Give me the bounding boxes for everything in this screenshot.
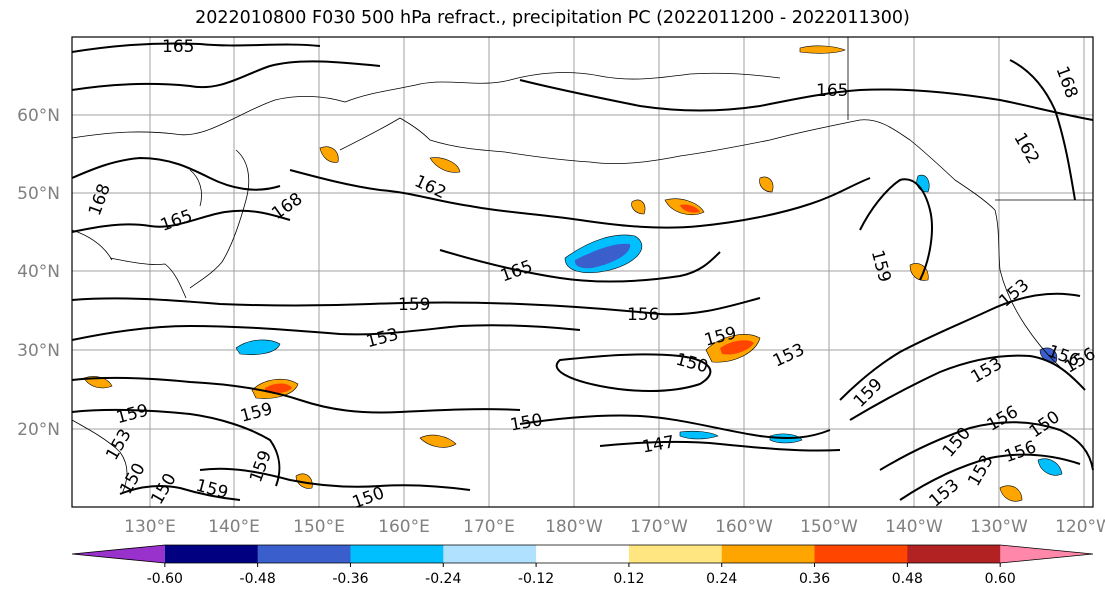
precip-region (799, 45, 846, 54)
colorbar-tick-label: 0.48 (892, 571, 923, 587)
lon-label: 160°W (715, 517, 773, 537)
coastlines (71, 37, 1093, 495)
lon-label: 180°W (545, 517, 603, 537)
lon-label: 140°W (885, 517, 943, 537)
precip-region (265, 383, 292, 394)
lon-label: 170°E (463, 517, 515, 537)
lat-axis: 60°N 50°N 40°N 30°N 20°N (17, 106, 60, 440)
colorbar-segment (164, 545, 259, 563)
colorbar-segment (814, 545, 908, 563)
lon-label: 120°W (1055, 517, 1105, 537)
precip-region (1037, 458, 1063, 476)
lat-label: 40°N (17, 262, 60, 282)
lon-label: 160°E (378, 517, 430, 537)
lat-label: 50°N (17, 184, 60, 204)
page-title: 2022010800 F030 500 hPa refract., precip… (195, 8, 910, 28)
precip-region (429, 157, 461, 173)
precip-region (759, 176, 774, 193)
colorbar-segment (721, 545, 816, 563)
colorbar-tick-label: -0.36 (332, 571, 368, 587)
colorbar-segment (1000, 545, 1093, 563)
colorbar-segment (350, 545, 444, 563)
colorbar-tick-label: 0.12 (613, 571, 644, 587)
precip-region (680, 204, 700, 213)
map-frame (71, 36, 1094, 508)
lon-label: 130°W (970, 517, 1028, 537)
precip-region (720, 340, 754, 355)
lon-label: 130°E (124, 517, 176, 537)
precip-region (909, 263, 929, 281)
colorbar-segment (628, 545, 723, 563)
contour-label: 156 (627, 305, 659, 325)
precip-region (574, 243, 631, 269)
colorbar-tick-label: 0.24 (706, 571, 737, 587)
refractivity-contours (71, 42, 1094, 501)
precip-region (631, 199, 646, 215)
colorbar-segment (443, 545, 537, 563)
precip-shading (83, 45, 1063, 502)
colorbar-tick-label: -0.24 (425, 571, 461, 587)
lon-axis: 130°E 140°E 150°E 160°E 170°E 180°W 170°… (124, 517, 1105, 537)
contour-label: 159 (398, 295, 430, 315)
lon-label: 150°E (293, 517, 345, 537)
colorbar-tick-label: -0.48 (240, 571, 276, 587)
colorbar-segment (536, 545, 630, 563)
contour-label: 165 (162, 37, 194, 57)
precip-region (235, 339, 281, 355)
lat-label: 60°N (17, 106, 60, 126)
colorbar-segment (72, 545, 165, 563)
colorbar-tick-label: -0.12 (518, 571, 554, 587)
lon-label: 170°W (630, 517, 688, 537)
precip-region (419, 434, 457, 448)
lat-label: 30°N (17, 341, 60, 361)
colorbar-segment (907, 545, 1001, 563)
precip-region (999, 485, 1023, 502)
precip-region (679, 430, 719, 440)
colorbar: -0.60 -0.48 -0.36 -0.24 -0.12 0.12 0.24 0.36 0.4… (71, 544, 1094, 587)
lon-label: 150°W (800, 517, 858, 537)
colorbar-tick-label: 0.60 (985, 571, 1016, 587)
colorbar-tick-label: 0.36 (799, 571, 830, 587)
lon-label: 140°E (208, 517, 260, 537)
colorbar-tick-label: -0.60 (147, 571, 183, 587)
contour-label: 165 (816, 81, 848, 101)
lat-label: 20°N (17, 420, 60, 440)
colorbar-segment (257, 545, 351, 563)
precip-region (319, 146, 339, 163)
